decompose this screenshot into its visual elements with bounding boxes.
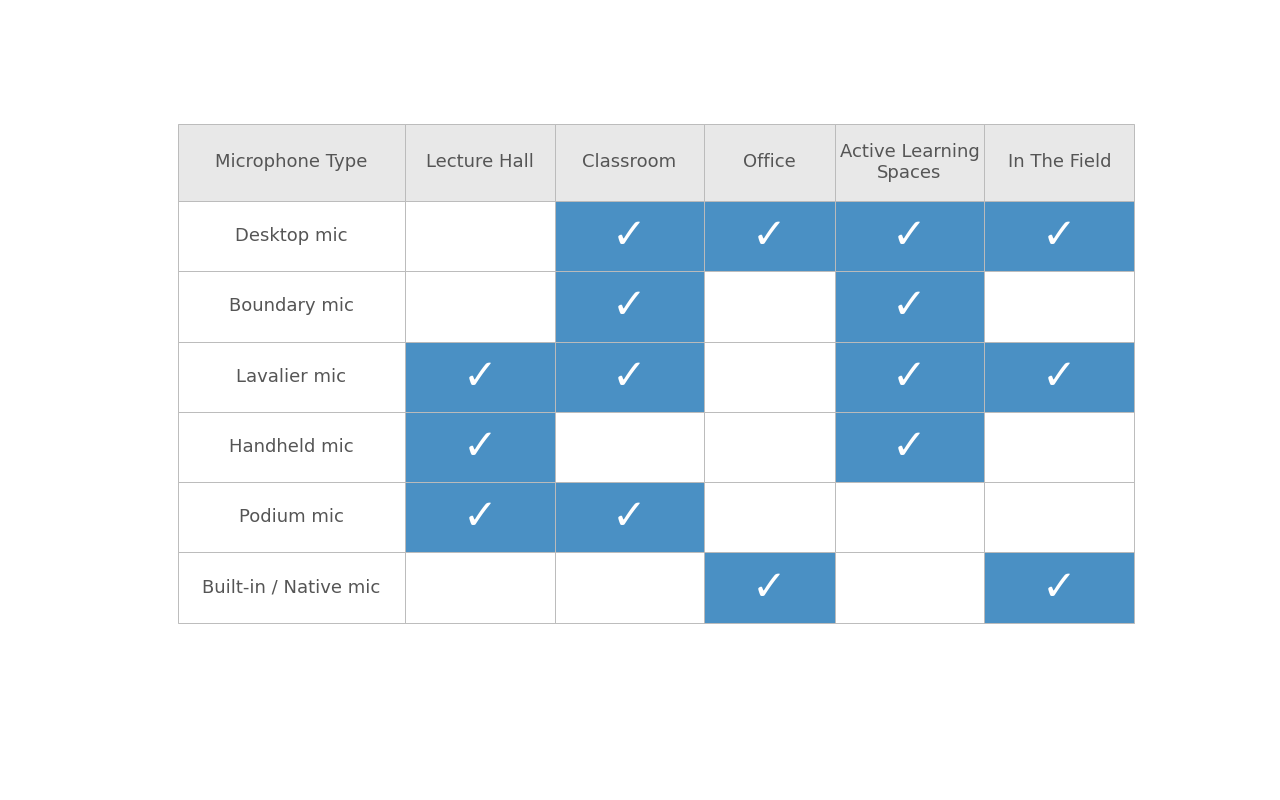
FancyBboxPatch shape	[835, 342, 984, 412]
Text: Lavalier mic: Lavalier mic	[237, 368, 347, 386]
FancyBboxPatch shape	[835, 201, 984, 271]
FancyBboxPatch shape	[835, 553, 984, 622]
FancyBboxPatch shape	[835, 271, 984, 342]
FancyBboxPatch shape	[178, 271, 404, 342]
Text: Lecture Hall: Lecture Hall	[426, 154, 534, 171]
FancyBboxPatch shape	[704, 412, 835, 482]
FancyBboxPatch shape	[178, 412, 404, 482]
FancyBboxPatch shape	[704, 553, 835, 622]
Text: Active Learning
Spaces: Active Learning Spaces	[840, 143, 979, 182]
Text: Microphone Type: Microphone Type	[215, 154, 367, 171]
FancyBboxPatch shape	[404, 342, 554, 412]
FancyBboxPatch shape	[984, 124, 1134, 201]
Text: ✓: ✓	[612, 496, 646, 538]
FancyBboxPatch shape	[404, 124, 554, 201]
FancyBboxPatch shape	[554, 412, 704, 482]
FancyBboxPatch shape	[178, 201, 404, 271]
FancyBboxPatch shape	[704, 271, 835, 342]
FancyBboxPatch shape	[704, 482, 835, 553]
Text: ✓: ✓	[753, 566, 787, 609]
Text: ✓: ✓	[612, 286, 646, 327]
Text: ✓: ✓	[892, 286, 927, 327]
Text: Classroom: Classroom	[582, 154, 677, 171]
FancyBboxPatch shape	[178, 124, 404, 201]
FancyBboxPatch shape	[404, 553, 554, 622]
FancyBboxPatch shape	[984, 271, 1134, 342]
FancyBboxPatch shape	[835, 124, 984, 201]
Text: In The Field: In The Field	[1007, 154, 1111, 171]
Text: Desktop mic: Desktop mic	[236, 227, 348, 245]
Text: Built-in / Native mic: Built-in / Native mic	[202, 578, 380, 597]
Text: Podium mic: Podium mic	[239, 508, 344, 526]
FancyBboxPatch shape	[984, 553, 1134, 622]
FancyBboxPatch shape	[984, 482, 1134, 553]
FancyBboxPatch shape	[554, 553, 704, 622]
Text: ✓: ✓	[612, 356, 646, 398]
FancyBboxPatch shape	[554, 124, 704, 201]
Text: ✓: ✓	[462, 496, 497, 538]
FancyBboxPatch shape	[178, 482, 404, 553]
Text: Handheld mic: Handheld mic	[229, 438, 353, 456]
Text: ✓: ✓	[1042, 356, 1076, 398]
Text: Office: Office	[744, 154, 796, 171]
Text: ✓: ✓	[892, 356, 927, 398]
Text: ✓: ✓	[612, 215, 646, 257]
FancyBboxPatch shape	[984, 342, 1134, 412]
FancyBboxPatch shape	[404, 201, 554, 271]
FancyBboxPatch shape	[704, 201, 835, 271]
FancyBboxPatch shape	[554, 482, 704, 553]
FancyBboxPatch shape	[835, 412, 984, 482]
Text: ✓: ✓	[1042, 566, 1076, 609]
Text: ✓: ✓	[892, 215, 927, 257]
FancyBboxPatch shape	[178, 342, 404, 412]
FancyBboxPatch shape	[704, 124, 835, 201]
FancyBboxPatch shape	[554, 271, 704, 342]
Text: ✓: ✓	[753, 215, 787, 257]
FancyBboxPatch shape	[404, 412, 554, 482]
Text: ✓: ✓	[1042, 215, 1076, 257]
FancyBboxPatch shape	[404, 271, 554, 342]
Text: Boundary mic: Boundary mic	[229, 298, 353, 315]
FancyBboxPatch shape	[704, 342, 835, 412]
Text: ✓: ✓	[892, 426, 927, 468]
FancyBboxPatch shape	[554, 201, 704, 271]
FancyBboxPatch shape	[835, 482, 984, 553]
FancyBboxPatch shape	[984, 201, 1134, 271]
FancyBboxPatch shape	[178, 553, 404, 622]
Text: ✓: ✓	[462, 426, 497, 468]
FancyBboxPatch shape	[554, 342, 704, 412]
FancyBboxPatch shape	[984, 412, 1134, 482]
Text: ✓: ✓	[462, 356, 497, 398]
FancyBboxPatch shape	[404, 482, 554, 553]
